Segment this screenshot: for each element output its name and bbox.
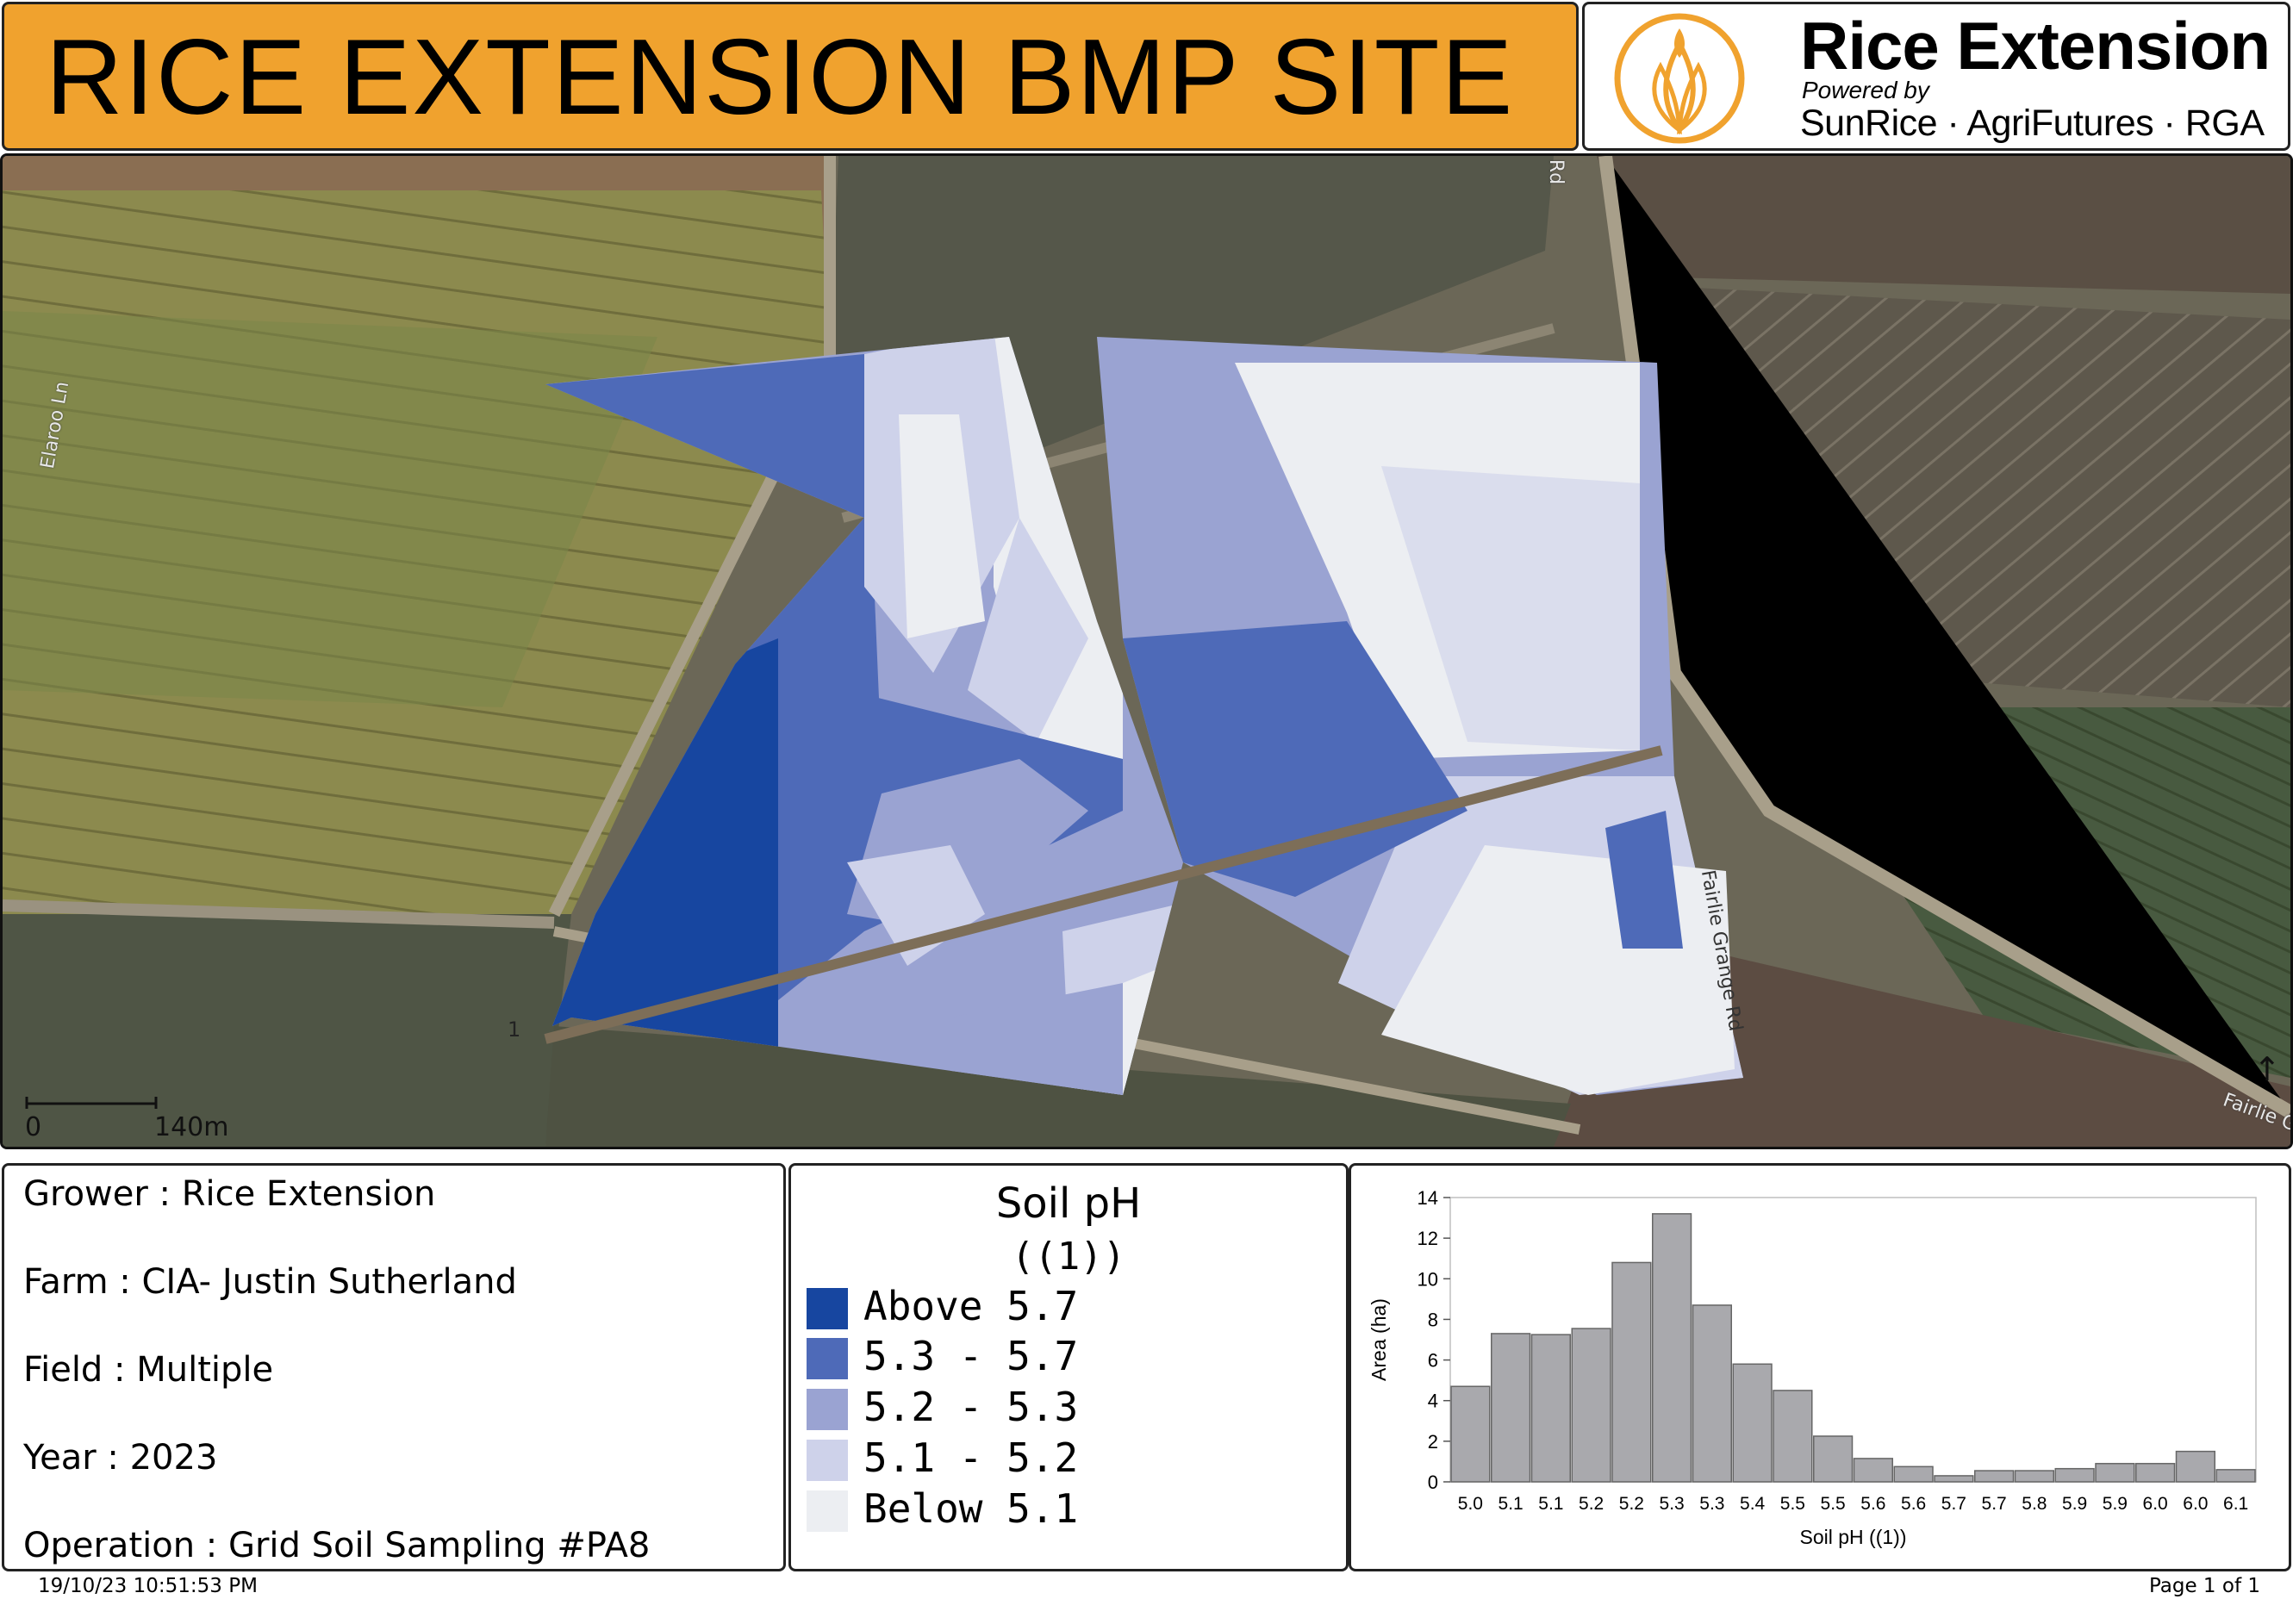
north-arrow-icon: ↑ (2253, 1050, 2281, 1088)
y-tick-label: 14 (1418, 1187, 1438, 1209)
area-histogram: 0 2 4 6 8 10 12 14 5.0 5.1 5.1 5.2 5.2 5.3 5.3 5.4 5.5 5.… (1368, 1187, 2257, 1548)
brand-name: Rice Extension (1800, 8, 2271, 84)
site-info-panel: Grower : Rice Extension Farm : CIA- Just… (2, 1163, 786, 1571)
field-marker: 1 (508, 1017, 521, 1042)
legend-panel: Soil pH ((1)) Above 5.7 5.3 - 5.7 5.2 - … (788, 1163, 1349, 1571)
legend-subtitle: ((1)) (1011, 1235, 1126, 1279)
histogram-bar (1934, 1475, 1974, 1483)
x-tick-label: 5.1 (1499, 1494, 1523, 1514)
x-tick-label: 5.5 (1821, 1494, 1846, 1514)
histogram-bar (2095, 1463, 2135, 1483)
legend-title: Soil pH (995, 1179, 1142, 1228)
x-axis-label: Soil pH ((1)) (1800, 1526, 1907, 1548)
x-tick-label: 5.2 (1619, 1494, 1644, 1514)
x-tick-label: 5.3 (1699, 1494, 1724, 1514)
legend-swatch (807, 1440, 848, 1481)
y-tick-label: 12 (1418, 1228, 1438, 1249)
farm-text: Farm : CIA- Justin Sutherland (23, 1262, 517, 1302)
road-label-rd: Rd (1545, 159, 1567, 185)
legend-swatch (807, 1490, 848, 1532)
wheat-logo-icon (1614, 13, 1745, 144)
header-title-banner: RICE EXTENSION BMP SITE (2, 2, 1579, 151)
legend-label: 5.3 - 5.7 (863, 1333, 1079, 1379)
histogram-bar (1732, 1363, 1773, 1483)
plot-area (1449, 1197, 2257, 1483)
histogram-bar (1450, 1385, 1491, 1483)
x-tick-label: 6.1 (2223, 1494, 2248, 1514)
page-number: Page 1 of 1 (2148, 1575, 2260, 1597)
report-title: RICE EXTENSION BMP SITE (46, 18, 1515, 137)
grower-text: Grower : Rice Extension (23, 1174, 436, 1214)
x-tick-label: 5.7 (1982, 1494, 2007, 1514)
year-text: Year : 2023 (23, 1438, 218, 1478)
x-tick-label: 5.0 (1458, 1494, 1483, 1514)
legend-label: Below 5.1 (863, 1485, 1079, 1532)
histogram-bar (2014, 1470, 2054, 1483)
y-tick-label: 0 (1428, 1472, 1438, 1493)
scale-start-label: 0 (25, 1112, 42, 1142)
histogram-bar (1571, 1328, 1611, 1483)
operation-text: Operation : Grid Soil Sampling #PA8 (23, 1526, 651, 1565)
y-tick-label: 4 (1428, 1391, 1438, 1412)
x-tick-label: 5.2 (1579, 1494, 1604, 1514)
y-tick-label: 6 (1428, 1350, 1438, 1372)
field-text: Field : Multiple (23, 1350, 274, 1390)
x-tick-label: 5.8 (2022, 1494, 2047, 1514)
histogram-bar (1491, 1333, 1531, 1483)
partner-names: SunRice · AgriFutures · RGA (1800, 103, 2265, 144)
histogram-bar (1530, 1334, 1571, 1483)
histogram-bar (1813, 1435, 1854, 1483)
histogram-bar (1974, 1470, 2015, 1483)
x-tick-label: 5.9 (2103, 1494, 2128, 1514)
x-tick-label: 5.4 (1740, 1494, 1766, 1514)
y-tick-label: 2 (1428, 1431, 1438, 1453)
histogram-bar (2135, 1463, 2176, 1483)
histogram-bar (2215, 1469, 2256, 1483)
histogram-bar (1611, 1261, 1652, 1483)
legend-swatch (807, 1338, 848, 1379)
histogram-bar (2054, 1467, 2095, 1483)
x-tick-label: 5.1 (1538, 1494, 1563, 1514)
y-tick-label: 10 (1418, 1268, 1438, 1290)
legend-label: Above 5.7 (863, 1283, 1079, 1329)
brand-logo-panel: Rice Extension Powered by SunRice · Agri… (1582, 2, 2290, 151)
scale-bar (25, 1097, 158, 1109)
print-timestamp: 19/10/23 10:51:53 PM (38, 1575, 258, 1597)
histogram-bar (1652, 1213, 1692, 1483)
y-axis-label: Area (ha) (1368, 1298, 1390, 1381)
aerial-imagery (3, 156, 2290, 1147)
soil-ph-map[interactable]: Elaroo Ln Rd Fairlie Grange Rd Fairlie G… (0, 153, 2293, 1149)
histogram-bar (2175, 1450, 2215, 1483)
x-tick-label: 6.0 (2143, 1494, 2168, 1514)
x-tick-label: 5.3 (1660, 1494, 1685, 1514)
histogram-bar (1692, 1304, 1732, 1483)
histogram-bar (1853, 1458, 1893, 1483)
histogram-panel: 0 2 4 6 8 10 12 14 5.0 5.1 5.1 5.2 5.2 5.3 5.3 5.4 5.5 5.… (1349, 1163, 2291, 1571)
x-tick-label: 5.5 (1780, 1494, 1805, 1514)
histogram-bar (1773, 1390, 1813, 1483)
powered-by-text: Powered by (1802, 77, 1929, 103)
histogram-bar (1893, 1465, 1934, 1483)
y-tick-label: 8 (1428, 1309, 1438, 1330)
legend-label: 5.1 - 5.2 (863, 1434, 1079, 1481)
x-tick-label: 5.9 (2062, 1494, 2087, 1514)
scale-end-label: 140m (154, 1112, 229, 1142)
x-tick-label: 6.0 (2183, 1494, 2208, 1514)
x-tick-label: 5.7 (1941, 1494, 1966, 1514)
legend-swatch (807, 1389, 848, 1430)
x-tick-label: 5.6 (1901, 1494, 1926, 1514)
legend-label: 5.2 - 5.3 (863, 1384, 1079, 1430)
legend-swatch (807, 1288, 848, 1329)
x-tick-label: 5.6 (1860, 1494, 1885, 1514)
